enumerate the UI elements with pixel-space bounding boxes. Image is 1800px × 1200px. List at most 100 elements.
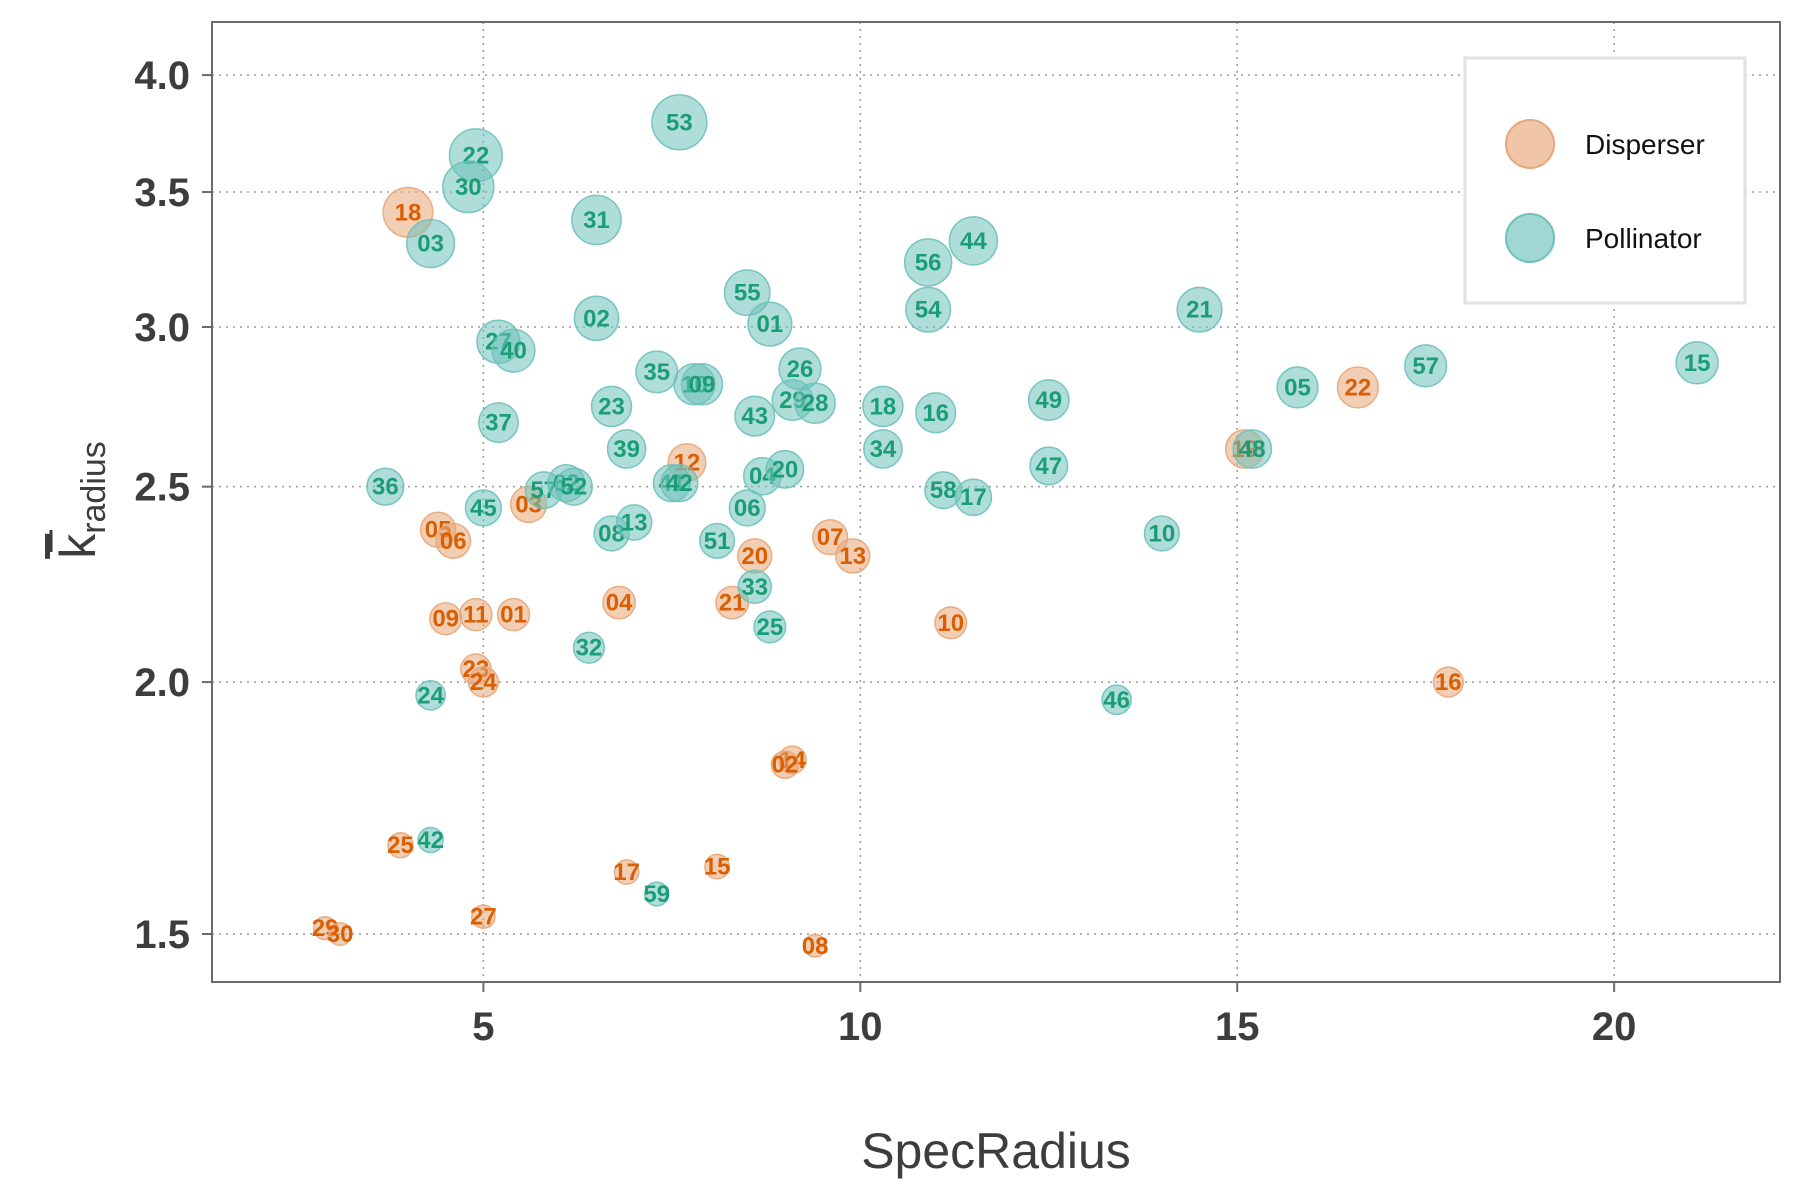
disperser-point	[770, 750, 800, 780]
plot-panel-border	[211, 21, 1781, 983]
pollinator-point-label: 21	[1186, 297, 1213, 324]
pollinator-point-label: 42	[417, 827, 444, 854]
pollinator-point	[571, 194, 622, 246]
pollinator-point-label: 10	[1148, 520, 1175, 547]
y-tick-label: 4.0	[134, 54, 190, 98]
pollinator-point	[1276, 366, 1319, 409]
pollinator-point-label: 23	[598, 393, 625, 420]
pollinator-point	[765, 449, 805, 489]
pollinator-point	[734, 395, 776, 437]
pollinator-point-label: 58	[930, 477, 957, 504]
pollinator-point-label: 18	[870, 393, 897, 420]
disperser-point-label: 25	[387, 832, 414, 859]
legend-box	[1463, 56, 1747, 305]
y-tick-label: 3.0	[134, 306, 190, 350]
disperser-point	[496, 597, 531, 632]
disperser-point	[435, 522, 472, 559]
pollinator-point-label: 46	[1103, 687, 1130, 714]
disperser-point	[1432, 666, 1464, 698]
disperser-point	[704, 853, 731, 880]
pollinator-point	[753, 610, 787, 644]
grid-lines	[212, 22, 1780, 982]
pollinator-point	[954, 478, 993, 517]
disperser-point-label: 24	[470, 669, 497, 696]
pollinator-point	[651, 94, 708, 151]
pollinator-point-label: 40	[500, 338, 527, 365]
pollinator-point-label: 45	[470, 495, 497, 522]
disperser-point	[803, 933, 828, 958]
pollinator-point-label: 43	[741, 403, 768, 430]
pollinator-point-label: 31	[583, 207, 610, 234]
pollinator-point	[366, 467, 405, 506]
disperser-point	[602, 585, 637, 620]
disperser-point-label: 10	[937, 610, 964, 637]
disperser-point-label: 30	[327, 921, 354, 948]
x-tick-label: 15	[1215, 1005, 1260, 1049]
disperser-point	[387, 831, 414, 859]
pollinator-point	[415, 679, 446, 711]
pollinator-point	[699, 522, 736, 559]
x-axis-title: SpecRadius	[861, 1123, 1131, 1179]
x-tick-label: 20	[1592, 1005, 1637, 1049]
pollinator-point-label: 20	[772, 456, 799, 483]
pollinator-point	[1101, 684, 1132, 716]
disperser-point	[934, 606, 968, 640]
disperser-point-label: 04	[606, 590, 633, 617]
data-points: 1805060911010323242529302704171512202114…	[312, 94, 1719, 960]
pollinator-point-label: 33	[741, 574, 768, 601]
disperser-point	[459, 597, 493, 632]
pollinator-point-label: 48	[1239, 436, 1266, 463]
pollinator-point	[464, 489, 503, 527]
pollinator-point-label: 37	[485, 410, 512, 437]
disperser-point	[613, 859, 640, 885]
pollinator-point-label: 56	[915, 249, 942, 276]
pollinator-point	[903, 238, 953, 287]
pollinator-point-label: 39	[613, 436, 640, 463]
pollinator-point-label: 25	[756, 614, 783, 641]
pollinator-point	[572, 631, 606, 664]
pollinator-point-label: 26	[787, 356, 814, 383]
pollinator-point-label: 24	[417, 682, 444, 709]
svg-text:kradius: kradius	[50, 441, 113, 559]
y-axis-title-main: k	[50, 533, 106, 559]
pollinator-point-label: 13	[621, 509, 648, 536]
pollinator-point	[442, 160, 495, 214]
pollinator-point-label: 05	[1284, 374, 1311, 401]
disperser-point-label: 01	[500, 602, 527, 629]
pollinator-point	[615, 504, 653, 541]
pollinator-point	[606, 429, 647, 469]
pollinator-point	[794, 382, 836, 425]
pollinator-point-label: 34	[870, 436, 897, 463]
pollinator-point-label: 28	[802, 390, 829, 417]
disperser-point	[467, 666, 500, 698]
disperser-point-label: 15	[704, 854, 731, 881]
pollinator-point	[915, 392, 957, 434]
pollinator-point	[554, 467, 593, 506]
pollinator-point	[491, 328, 536, 373]
y-tick-label: 1.5	[134, 913, 190, 957]
pollinator-point-label: 49	[1035, 387, 1062, 414]
pollinator-point	[590, 385, 633, 428]
pollinator-point	[863, 429, 903, 469]
disperser-point-label: 09	[432, 606, 459, 633]
y-tick-label: 2.5	[134, 466, 190, 510]
disperser-point-label: 02	[772, 752, 799, 779]
legend-label-disperser: Disperser	[1585, 129, 1705, 160]
pollinator-point-label: 35	[643, 359, 670, 386]
pollinator-point	[723, 269, 771, 317]
pollinator-point-label: 57	[1412, 353, 1439, 380]
x-tick-label: 10	[838, 1005, 883, 1049]
legend-key-disperser	[1505, 119, 1555, 169]
disperser-point-label: 18	[395, 199, 422, 226]
disperser-point	[471, 904, 496, 930]
disperser-point	[835, 538, 871, 574]
pollinator-point-label: 03	[417, 231, 444, 258]
pollinator-point	[1029, 446, 1069, 486]
pollinator-point-label: 55	[734, 280, 761, 307]
pollinator-point	[862, 385, 904, 428]
pollinator-point	[1404, 344, 1448, 388]
pollinator-point-label: 02	[583, 305, 610, 332]
disperser-point	[1336, 366, 1379, 409]
pollinator-point	[478, 402, 519, 443]
disperser-point-label: 16	[1435, 669, 1462, 696]
